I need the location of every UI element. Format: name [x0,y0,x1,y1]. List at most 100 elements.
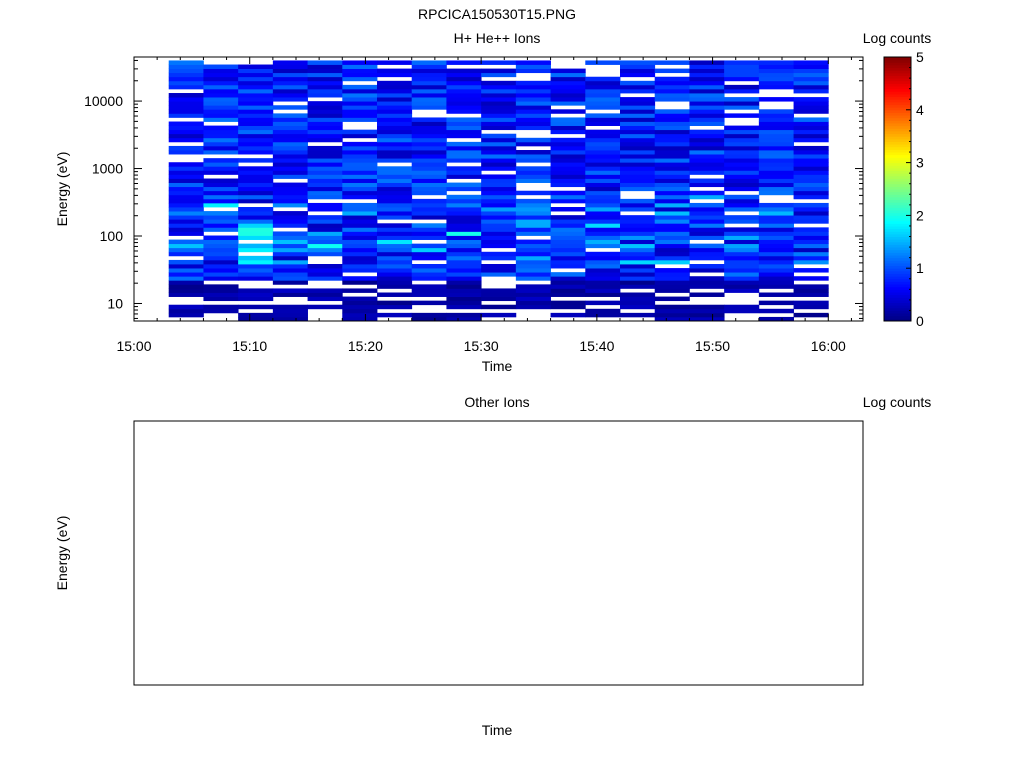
heatmap-cell [515,141,551,147]
heatmap-cell [620,125,656,131]
heatmap-cell [377,215,413,220]
heatmap-cell [272,288,308,293]
colorbar-segment [884,215,911,219]
heatmap-cell [585,284,621,289]
heatmap-cell [515,166,551,171]
heatmap-cell [481,202,517,208]
heatmap-cell [272,239,308,245]
heatmap-cell [203,259,239,265]
heatmap-cell [272,150,308,155]
heatmap-cell [724,84,760,90]
heatmap-cell [238,272,274,277]
heatmap-cell [168,280,204,285]
heatmap-cell [585,231,621,236]
heatmap-cell [411,141,447,147]
heatmap-cell [689,133,725,139]
heatmap-cell [342,60,378,65]
heatmap-cell [585,154,621,159]
heatmap-cell [550,88,586,94]
heatmap-cell [168,194,204,200]
heatmap-cell [550,162,586,167]
heatmap-cell [446,255,482,261]
heatmap-cell [446,121,482,126]
heatmap-cell [689,211,725,216]
heatmap-cell [689,93,725,98]
heatmap-cell [620,68,656,74]
heatmap-cell [411,272,447,277]
heatmap-cell [377,97,413,102]
heatmap-cell [481,255,517,261]
heatmap-cell [307,207,343,212]
heatmap-cell [724,133,760,139]
heatmap-cell [550,272,586,277]
heatmap-cell [724,137,760,143]
heatmap-cell [724,64,760,69]
heatmap-cell [377,284,413,289]
heatmap-cell [168,202,204,208]
heatmap-cell [307,194,343,200]
heatmap-cell [724,166,760,171]
heatmap-cell [203,133,239,139]
heatmap-cell [481,296,517,302]
colorbar-segment [884,252,911,256]
heatmap-cell [307,215,343,220]
heatmap-cell [689,150,725,155]
heatmap-cell [550,190,586,196]
heatmap-cell [793,186,829,192]
heatmap-cell [272,231,308,236]
heatmap-cell [481,231,517,236]
heatmap-cell [689,166,725,171]
heatmap-cell [724,219,760,224]
heatmap-cell [550,72,586,78]
heatmap-cell [203,145,239,151]
heatmap-cell [446,166,482,171]
heatmap-cell [620,227,656,232]
heatmap-cell [620,105,656,110]
heatmap-cell [758,211,794,216]
heatmap-cell [411,227,447,232]
heatmap-cell [272,113,308,118]
heatmap-cell [585,198,621,204]
colorbar-segment [884,130,911,135]
heatmap-cell [481,93,517,98]
x-tick-label: 15:30 [464,338,499,354]
colorbar-segment [884,154,911,158]
colorbar-segment [884,265,911,269]
heatmap-cell [342,223,378,228]
heatmap-cell [446,129,482,135]
heatmap-cell [411,231,447,236]
y-axis: 10 100 1000 10000 [84,59,863,319]
heatmap-cell [689,312,725,318]
heatmap-cell [620,64,656,69]
colorbar-segment [884,104,911,108]
heatmap-cell [203,235,239,240]
heatmap-cell [689,170,725,175]
heatmap-cell [793,259,829,265]
heatmap-cell [515,215,551,220]
heatmap-cell [446,182,482,188]
x-axis: 15:00 15:10 15:20 15:30 15:40 15:50 16:00 [116,57,852,354]
heatmap-cell [585,162,621,167]
heatmap-cell [689,182,725,188]
heatmap-cell [168,105,204,110]
heatmap-cell [585,145,621,151]
heatmap-cell [620,145,656,151]
heatmap-cell [377,174,413,179]
heatmap-cell [793,60,829,65]
heatmap-cell [168,190,204,196]
colorbar-segment [884,165,911,169]
heatmap-cell [168,251,204,257]
heatmap-cell [585,194,621,200]
heatmap-cell [411,316,447,322]
heatmap-cell [654,88,690,94]
heatmap-cell [515,109,551,114]
colorbar-segment [884,78,911,82]
heatmap-cell [481,174,517,179]
heatmap-cell [238,268,274,273]
heatmap-cell [272,194,308,200]
heatmap-cell [446,186,482,192]
colorbar-segment [884,144,911,148]
heatmap-cell [481,272,517,277]
heatmap-cell [203,101,239,106]
heatmap-cell [168,64,204,69]
